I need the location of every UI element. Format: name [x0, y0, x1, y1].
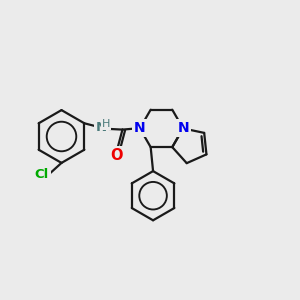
Text: O: O [110, 148, 123, 163]
Text: N: N [95, 121, 106, 134]
Text: N: N [177, 122, 189, 135]
Text: Cl: Cl [34, 168, 49, 181]
Text: H: H [102, 119, 110, 129]
Text: N: N [134, 122, 146, 135]
